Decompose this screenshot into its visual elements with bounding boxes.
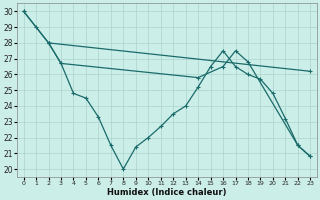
X-axis label: Humidex (Indice chaleur): Humidex (Indice chaleur) bbox=[107, 188, 227, 197]
